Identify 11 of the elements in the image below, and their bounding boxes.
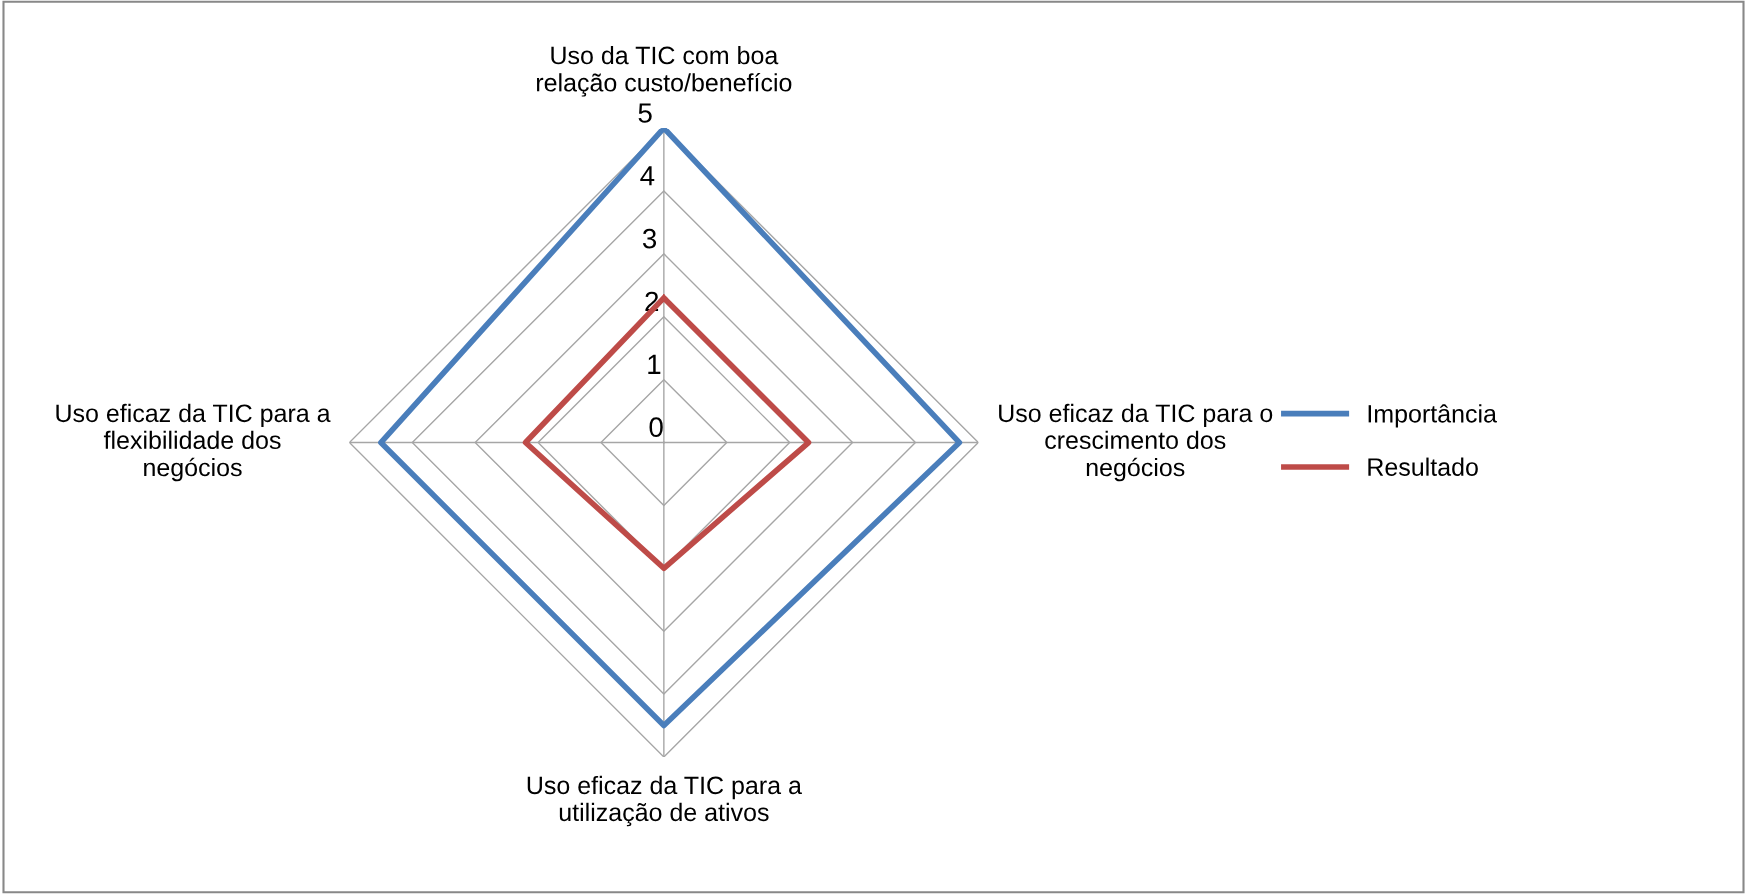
spoke-label: Uso eficaz da TIC para a utilização de ativos	[527, 775, 802, 827]
legend-label: Resultado	[1368, 457, 1478, 476]
y-tick-label: 0	[649, 417, 663, 438]
legend-label: Importância	[1368, 404, 1497, 428]
y-tick-label: 5	[638, 103, 652, 123]
y-tick-label: 3	[642, 228, 657, 249]
y-tick-label: 4	[640, 166, 655, 186]
spoke-label: Uso da TIC com boa relação custo/benefício	[536, 45, 792, 97]
y-tick-label: 1	[648, 354, 661, 374]
spoke-label: Uso eficaz da TIC para o crescimento dos negócios	[999, 403, 1273, 482]
spoke-label: Uso eficaz da TIC para a flexibilidade dos negócios	[56, 403, 331, 482]
